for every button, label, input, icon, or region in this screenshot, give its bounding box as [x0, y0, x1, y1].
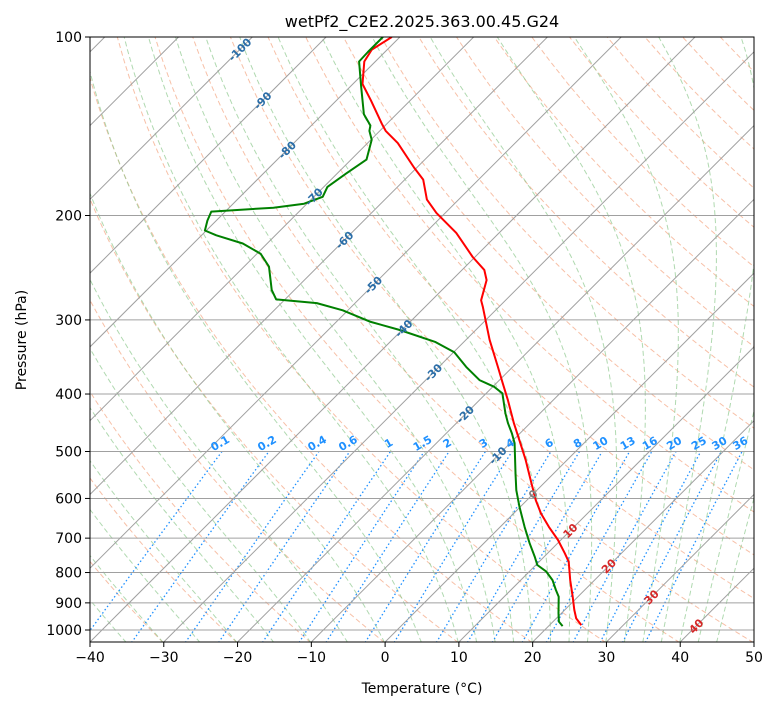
mixing-ratio-label: 0.6: [336, 433, 360, 454]
mixing-ratio-label: 0.1: [209, 433, 232, 454]
mixing-ratio-line: [365, 452, 485, 643]
dry-adiabat-line: [193, 37, 754, 643]
moist-adiabat-line: [717, 37, 775, 643]
y-tick-label: 1000: [46, 623, 82, 639]
y-tick-label: 400: [55, 387, 82, 403]
mixing-ratio-label: 30: [710, 434, 730, 453]
isotherm-line: [458, 37, 775, 643]
mixing-ratio-label: 0.4: [305, 433, 329, 454]
chart-title: wetPf2_C2E2.2025.363.00.45.G24: [285, 12, 559, 32]
dry-adiabat-line: [720, 37, 775, 643]
x-tick-label: 10: [450, 650, 468, 666]
isotherm-line: [311, 37, 775, 643]
y-tick-label: 100: [55, 30, 82, 46]
isotherm-line: [0, 37, 326, 643]
x-tick-label: −20: [223, 650, 253, 666]
x-tick-label: 50: [745, 650, 763, 666]
background-lines: [0, 37, 775, 643]
mixing-ratio-label: 10: [591, 434, 611, 453]
mixing-ratio-line: [573, 452, 676, 643]
mixing-ratio-label: 8: [571, 436, 584, 451]
mixing-ratio-line: [263, 452, 391, 643]
dry-adiabat-line: [381, 37, 775, 643]
mixing-ratio-line: [81, 452, 222, 643]
y-tick-label: 300: [55, 313, 82, 329]
mixing-ratio-line: [600, 452, 701, 643]
dry-adiabat-line: [0, 37, 311, 643]
y-axis-label: Pressure (hPa): [14, 290, 30, 390]
moist-adiabat-line: [0, 37, 200, 643]
moist-adiabat-line: [0, 37, 311, 643]
mixing-ratio-label: 16: [640, 434, 660, 453]
moist-adiabat-line: [574, 37, 678, 643]
isotherm-line: [237, 37, 775, 643]
dry-adiabat-line: [419, 37, 775, 643]
mixing-ratio-label: 1.5: [411, 433, 434, 454]
isotherm-line: [0, 37, 400, 643]
x-tick-label: 40: [671, 650, 689, 666]
mixing-ratio-line: [623, 452, 722, 643]
isotherm-label: -80: [276, 138, 299, 161]
moist-adiabat-line: [698, 37, 775, 643]
dry-adiabat-line: [645, 37, 775, 643]
mixing-ratio-line: [299, 452, 424, 643]
isotherm-line: [385, 37, 775, 643]
dry-adiabat-line: [494, 37, 775, 643]
isotherm-line: [16, 37, 622, 643]
mixing-ratio-label: 3: [477, 436, 490, 451]
mixing-ratio-label: 2: [441, 436, 454, 451]
x-tick-label: 30: [598, 650, 616, 666]
y-tick-label: 200: [55, 209, 82, 225]
y-tick-label: 600: [55, 491, 82, 507]
dry-adiabat-line: [570, 37, 775, 643]
mixing-ratio-label: 1: [382, 436, 395, 451]
moist-adiabat-line: [430, 37, 617, 643]
moist-adiabat-line: [0, 37, 274, 643]
isotherm-line: [0, 37, 474, 643]
isotherm-label: -70: [303, 185, 326, 208]
x-tick-label: −40: [75, 650, 105, 666]
mixing-ratio-label: 20: [664, 434, 684, 453]
dry-adiabat-line: [230, 37, 775, 643]
y-tick-label: 700: [55, 531, 82, 547]
moist-adiabat-line: [0, 37, 237, 643]
y-tick-label: 500: [55, 444, 82, 460]
mixing-ratio-label: 0.2: [255, 433, 278, 454]
x-tick-label: 20: [524, 650, 542, 666]
x-tick-label: −10: [297, 650, 327, 666]
mixing-ratio-line: [219, 452, 350, 643]
y-tick-label: 900: [55, 596, 82, 612]
dry-adiabat-line: [758, 37, 775, 643]
x-tick-label: −30: [149, 650, 179, 666]
isotherm-line: [753, 37, 775, 643]
x-axis-label: Temperature (°C): [361, 681, 483, 697]
isotherm-line: [680, 37, 775, 643]
isotherm-line: [89, 37, 695, 643]
mixing-ratio-label: 6: [543, 436, 556, 451]
dry-adiabat-line: [0, 37, 237, 643]
moist-adiabat-line: [124, 37, 458, 643]
moist-adiabat-line: [206, 37, 514, 643]
dry-adiabat-line: [42, 37, 458, 643]
y-tick-label: 800: [55, 566, 82, 582]
mixing-ratio-label: 13: [618, 434, 638, 453]
dry-adiabat-line: [155, 37, 680, 643]
moist-adiabat-line: [16, 37, 348, 643]
mixing-ratio-line: [436, 452, 551, 643]
moist-adiabat-line: [176, 37, 496, 643]
mixing-ratio-label: 25: [689, 434, 709, 453]
x-tick-label: 0: [381, 650, 390, 666]
